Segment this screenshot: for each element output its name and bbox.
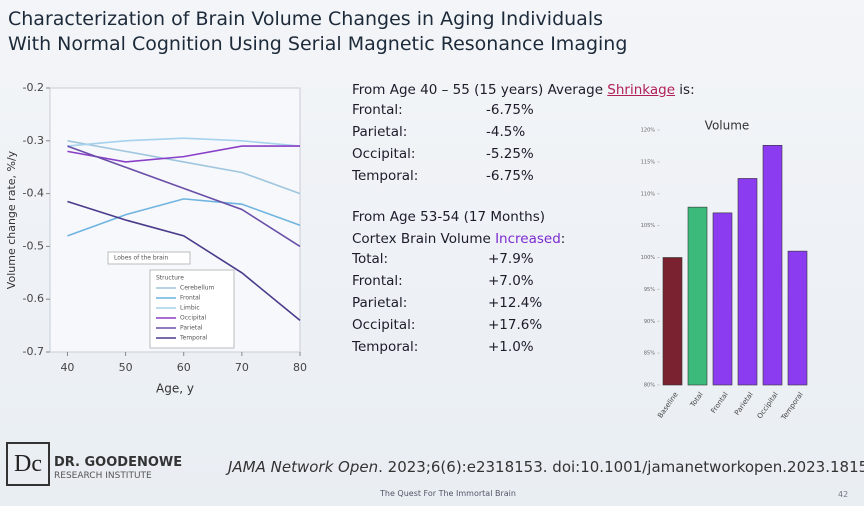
logo-sub: RESEARCH INSTITUTE [54, 471, 152, 481]
y-tick-label: -0.6 [23, 292, 44, 305]
row-value: -6.75% [486, 168, 534, 184]
series-line [67, 200, 301, 321]
bar [712, 212, 733, 386]
x-tick-label: Total [688, 391, 705, 410]
footer: The Quest For The Immortal Brain [380, 489, 516, 498]
row-value: +7.0% [488, 273, 534, 289]
series-line [67, 137, 301, 147]
row-value: +7.9% [488, 251, 534, 267]
legend-label: Cerebellum [180, 285, 215, 292]
series-line [67, 140, 301, 195]
row-label: Parietal: [352, 295, 408, 311]
series-line [67, 198, 301, 237]
row-value: +1.0% [488, 339, 534, 355]
x-tick-label: 80 [293, 361, 307, 374]
text: Cortex Brain Volume [352, 231, 496, 247]
bar [737, 178, 758, 386]
bar [687, 206, 708, 386]
y-tick-label: -0.3 [23, 134, 44, 147]
row-value: -6.75% [486, 102, 534, 118]
text: Increased [495, 231, 561, 247]
text: : [560, 231, 566, 247]
row-label: Frontal: [352, 102, 403, 118]
legend-box [149, 269, 235, 349]
increase-subheading: Cortex Brain Volume Increased: [352, 231, 565, 247]
citation: JAMA Network Open. 2023;6(6):e2318153. d… [228, 458, 864, 476]
y-tick-label: -0.7 [23, 345, 44, 358]
logo-name: DR. GOODENOWE [54, 455, 183, 470]
text: Shrinkage [607, 82, 676, 98]
x-tick-label: 40 [60, 361, 74, 374]
annotation: Lobes of the brain [114, 255, 169, 262]
x-axis-label: Age, y [156, 382, 194, 396]
x-tick-label: 60 [177, 361, 191, 374]
series-line [67, 145, 301, 248]
legend-title: Structure [156, 275, 184, 282]
annotation-box [107, 251, 191, 265]
title-line: Characterization of Brain Volume Changes… [8, 8, 603, 30]
x-tick-label: 70 [235, 361, 249, 374]
text: . 2023;6(6):e2318153. doi:10.1001/jamane… [378, 458, 864, 476]
row-label: Temporal: [352, 168, 419, 184]
y-tick-label: 80% [644, 383, 655, 389]
increase-heading: From Age 53-54 (17 Months) [352, 209, 546, 225]
bar [762, 145, 783, 386]
row-label: Occipital: [352, 317, 416, 333]
y-axis-label: Volume change rate, %/y [5, 150, 18, 289]
x-tick-label: Occipital [756, 391, 780, 421]
legend-label: Temporal [179, 335, 208, 342]
y-tick-label: -0.2 [23, 81, 44, 94]
text: From Age 40 – 55 (15 years) Average [352, 82, 608, 98]
x-tick-label: Frontal [709, 391, 729, 415]
shrink-heading: From Age 40 – 55 (15 years) Average Shri… [352, 82, 695, 98]
x-tick-label: Temporal [779, 391, 805, 423]
y-tick-label: 110% [641, 191, 656, 197]
y-tick-label: 90% [644, 319, 655, 325]
y-tick-label: 105% [641, 223, 656, 229]
x-tick-label: 50 [119, 361, 133, 374]
y-tick-label: 100% [641, 255, 656, 261]
chart-title: Volume [705, 119, 750, 133]
y-tick-label: 120% [641, 128, 656, 134]
y-tick-label: -0.5 [23, 239, 44, 252]
row-value: +17.6% [488, 317, 543, 333]
x-tick-label: Baseline [656, 391, 680, 420]
row-value: -4.5% [486, 124, 526, 140]
bar [787, 250, 808, 386]
legend-label: Limbic [180, 305, 200, 312]
page-number: 42 [838, 490, 849, 499]
title-line: With Normal Cognition Using Serial Magne… [8, 33, 628, 55]
row-label: Parietal: [352, 124, 408, 140]
text: JAMA Network Open [228, 458, 379, 476]
bar [662, 257, 683, 386]
legend-label: Frontal [180, 295, 201, 302]
y-tick-label: 95% [644, 287, 655, 293]
x-tick-label: Parietal [733, 391, 755, 417]
y-tick-label: -0.4 [23, 187, 44, 200]
legend-label: Parietal [180, 325, 203, 332]
row-value: -5.25% [486, 146, 534, 162]
logo-mark: Dc [6, 442, 50, 486]
row-value: +12.4% [488, 295, 543, 311]
row-label: Temporal: [352, 339, 419, 355]
y-tick-label: 85% [644, 351, 655, 357]
text: is: [675, 82, 695, 98]
legend-label: Occipital [180, 315, 206, 322]
row-label: Frontal: [352, 273, 403, 289]
series-line [67, 145, 300, 163]
row-label: Occipital: [352, 146, 416, 162]
row-label: Total: [352, 251, 389, 267]
y-tick-label: 115% [641, 159, 656, 165]
